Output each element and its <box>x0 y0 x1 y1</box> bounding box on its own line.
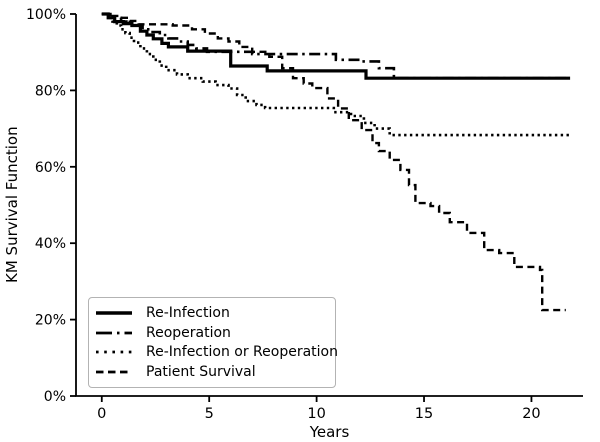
series-line-2 <box>101 12 571 137</box>
legend-item-label: Patient Survival <box>146 364 256 381</box>
legend-item-label: Re-Infection <box>146 304 230 321</box>
solid-line-sample-icon <box>96 311 132 315</box>
legend: Re-Infection Reoperation Re-Infection or… <box>88 297 338 388</box>
y-tick-label: 0% <box>44 389 66 405</box>
dashdot-line-sample-icon <box>96 331 132 335</box>
series-line-1 <box>101 12 571 80</box>
x-axis-label: Years <box>309 423 350 441</box>
y-tick-label: 100% <box>26 7 66 23</box>
x-tick-label: 0 <box>97 406 106 422</box>
x-tick-label: 20 <box>522 406 540 422</box>
legend-item-reoperation: Reoperation <box>95 323 327 343</box>
dashed-line-sample-icon <box>96 370 132 374</box>
series-line-0 <box>101 12 571 80</box>
y-tick-label: 40% <box>35 236 66 252</box>
legend-item-label: Reoperation <box>146 324 231 341</box>
legend-item-re-infection: Re-Infection <box>95 303 327 323</box>
y-tick-label: 60% <box>35 160 66 176</box>
x-tick-label: 10 <box>307 406 325 422</box>
series-line-3 <box>101 12 566 312</box>
x-tick-label: 5 <box>205 406 214 422</box>
y-tick-label: 80% <box>35 83 66 99</box>
y-tick-label: 20% <box>35 313 66 329</box>
y-axis-label: KM Survival Function <box>3 126 21 284</box>
x-tick-label: 15 <box>415 406 433 422</box>
legend-item-label: Re-Infection or Reoperation <box>146 344 338 361</box>
legend-item-re-infection-or-reoperation: Re-Infection or Reoperation <box>95 343 338 363</box>
dotted-line-sample-icon <box>96 350 132 354</box>
legend-item-patient-survival: Patient Survival <box>95 362 327 382</box>
